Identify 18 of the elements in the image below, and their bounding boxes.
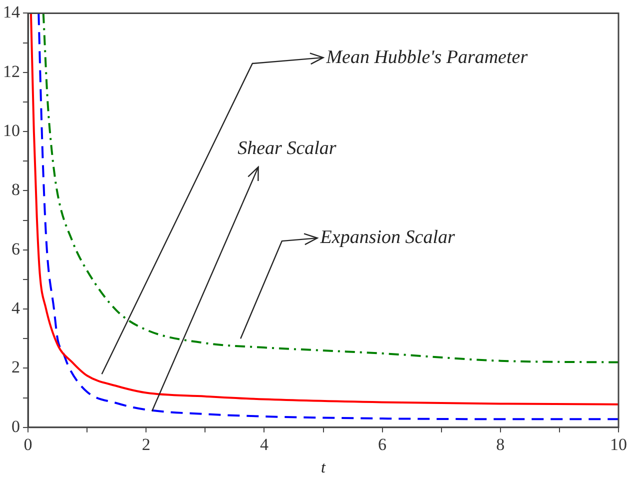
y-tick-label: 14 — [3, 2, 20, 22]
y-tick-label: 2 — [12, 358, 20, 377]
annotation: Expansion Scalar — [320, 227, 455, 250]
y-tick-label: 12 — [3, 62, 20, 81]
annotation: Shear Scalar — [238, 138, 336, 160]
x-tick-label: 4 — [260, 435, 269, 454]
y-tick-label: 6 — [12, 239, 20, 258]
x-tick-label: 6 — [378, 435, 387, 454]
x-tick-label: 2 — [142, 435, 150, 454]
y-tick-label: 10 — [3, 121, 20, 140]
annotation: Mean Hubble's Parameter — [326, 46, 528, 69]
x-tick-label: 10 — [610, 435, 627, 454]
x-axis-title: t — [321, 460, 326, 477]
y-tick-label: 4 — [12, 298, 20, 318]
y-tick-label: 0 — [12, 416, 20, 436]
x-tick-label: 8 — [496, 435, 505, 454]
y-tick-label: 8 — [12, 180, 20, 200]
x-tick-label: 0 — [24, 435, 32, 454]
